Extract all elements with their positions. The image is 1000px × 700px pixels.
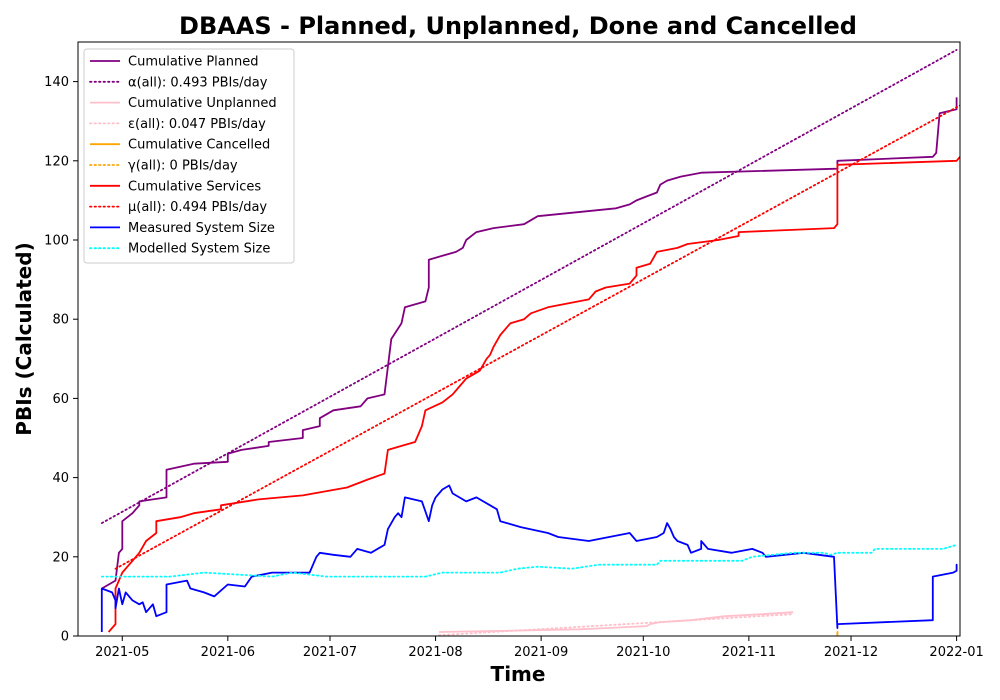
legend-box xyxy=(83,48,295,264)
series-line-all-0-494-pbis-day xyxy=(114,104,960,570)
legend-label: ε(all): 0.047 PBIs/day xyxy=(128,117,266,132)
legend-label: Cumulative Services xyxy=(128,179,261,194)
x-tick-label: 2022-01 xyxy=(929,645,983,660)
series-line-all-0-493-pbis-day xyxy=(100,49,958,524)
x-axis-label: Time xyxy=(491,662,546,686)
legend-label: γ(all): 0 PBIs/day xyxy=(128,159,238,174)
series-line-cumulative-services xyxy=(107,156,960,633)
series-line-cumulative-unplanned xyxy=(438,611,794,633)
y-tick-label: 140 xyxy=(44,75,69,90)
legend-label: α(all): 0.493 PBIs/day xyxy=(128,75,268,90)
y-tick-label: 20 xyxy=(52,550,69,565)
x-tick-label: 2021-08 xyxy=(408,645,462,660)
y-tick-label: 120 xyxy=(44,154,69,169)
x-tick-label: 2021-09 xyxy=(514,645,568,660)
y-tick-label: 100 xyxy=(44,234,69,249)
x-tick-label: 2021-12 xyxy=(824,645,878,660)
series-line-modelled-system-size xyxy=(100,544,958,578)
legend-label: Measured System Size xyxy=(128,221,275,236)
y-tick-label: 0 xyxy=(61,630,69,645)
y-tick-label: 80 xyxy=(52,313,69,328)
legend-label: Cumulative Cancelled xyxy=(128,138,270,153)
series-group xyxy=(100,49,960,636)
legend-label: μ(all): 0.494 PBIs/day xyxy=(128,200,267,215)
y-tick-label: 60 xyxy=(52,392,69,407)
x-tick-label: 2021-07 xyxy=(303,645,357,660)
axes: 2021-05 2021-06 2021-07 2021-08 2021-09 2021-… xyxy=(44,41,984,660)
y-axis-label: PBIs (Calculated) xyxy=(12,242,36,435)
legend: Cumulative Planned α(all): 0.493 PBIs/day… xyxy=(83,48,295,264)
series-line-all-0-047-pbis-day xyxy=(438,613,794,636)
legend-label: Cumulative Unplanned xyxy=(128,96,277,111)
x-tick-label: 2021-06 xyxy=(201,645,255,660)
x-tick-label: 2021-05 xyxy=(95,645,149,660)
y-tick-label: 40 xyxy=(52,471,69,486)
plot-area xyxy=(100,49,960,636)
series-line-cumulative-planned xyxy=(101,97,958,590)
x-tick-label: 2021-11 xyxy=(722,645,776,660)
chart-title: DBAAS - Planned, Unplanned, Done and Can… xyxy=(179,12,857,40)
x-tick-label: 2021-10 xyxy=(616,645,670,660)
legend-label: Modelled System Size xyxy=(128,242,270,257)
legend-label: Cumulative Planned xyxy=(128,55,258,70)
series-line-measured-system-size xyxy=(100,484,958,632)
axes-frame xyxy=(77,41,961,637)
